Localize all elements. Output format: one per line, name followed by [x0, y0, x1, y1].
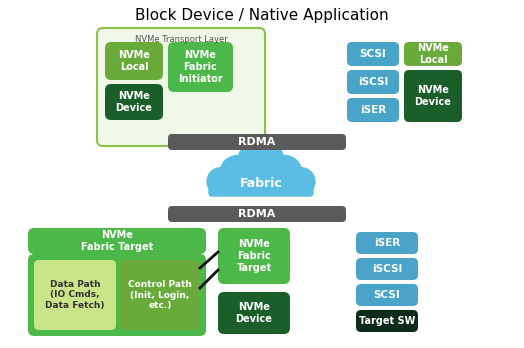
Text: NVMe
Device: NVMe Device [414, 85, 452, 107]
FancyBboxPatch shape [218, 292, 290, 334]
FancyBboxPatch shape [168, 206, 346, 222]
FancyBboxPatch shape [356, 284, 418, 306]
Text: Target SW: Target SW [359, 316, 415, 326]
FancyBboxPatch shape [404, 70, 462, 122]
FancyBboxPatch shape [347, 70, 399, 94]
FancyBboxPatch shape [28, 254, 206, 336]
Text: NVMe
Device: NVMe Device [116, 91, 152, 113]
Text: NVMe Transport Layer: NVMe Transport Layer [135, 35, 227, 44]
Text: Block Device / Native Application: Block Device / Native Application [135, 8, 389, 23]
FancyBboxPatch shape [347, 42, 399, 66]
Text: SCSI: SCSI [359, 49, 386, 59]
Text: iSCSI: iSCSI [358, 77, 388, 87]
FancyBboxPatch shape [105, 42, 163, 80]
Text: Control Path
(Init, Login,
etc.): Control Path (Init, Login, etc.) [128, 280, 192, 310]
FancyBboxPatch shape [218, 228, 290, 284]
Text: Fabric: Fabric [239, 176, 282, 190]
FancyBboxPatch shape [97, 28, 265, 146]
Text: NVMe
Fabric
Initiator: NVMe Fabric Initiator [178, 50, 223, 84]
FancyBboxPatch shape [209, 175, 314, 197]
Text: NVMe
Device: NVMe Device [236, 302, 272, 324]
Circle shape [267, 156, 302, 190]
Text: NVMe
Fabric
Target: NVMe Fabric Target [236, 239, 271, 272]
FancyBboxPatch shape [356, 258, 418, 280]
FancyBboxPatch shape [34, 260, 116, 330]
Text: NVMe
Fabric Target: NVMe Fabric Target [81, 230, 153, 252]
Text: Data Path
(IO Cmds,
Data Fetch): Data Path (IO Cmds, Data Fetch) [45, 280, 105, 310]
Circle shape [220, 156, 255, 190]
Circle shape [207, 168, 234, 195]
FancyBboxPatch shape [404, 42, 462, 66]
Circle shape [237, 139, 285, 186]
FancyBboxPatch shape [28, 228, 206, 254]
Circle shape [288, 168, 315, 195]
Text: RDMA: RDMA [238, 137, 276, 147]
Text: NVMe
Local: NVMe Local [118, 50, 150, 72]
FancyBboxPatch shape [168, 42, 233, 92]
FancyBboxPatch shape [168, 134, 346, 150]
Text: NVMe
Local: NVMe Local [417, 43, 449, 65]
FancyBboxPatch shape [120, 260, 200, 330]
Text: iSER: iSER [360, 105, 386, 115]
FancyBboxPatch shape [105, 84, 163, 120]
Text: SCSI: SCSI [374, 290, 400, 300]
FancyBboxPatch shape [356, 310, 418, 332]
FancyBboxPatch shape [347, 98, 399, 122]
Text: iSER: iSER [374, 238, 400, 248]
Text: RDMA: RDMA [238, 209, 276, 219]
FancyBboxPatch shape [356, 232, 418, 254]
Text: iSCSI: iSCSI [372, 264, 402, 274]
